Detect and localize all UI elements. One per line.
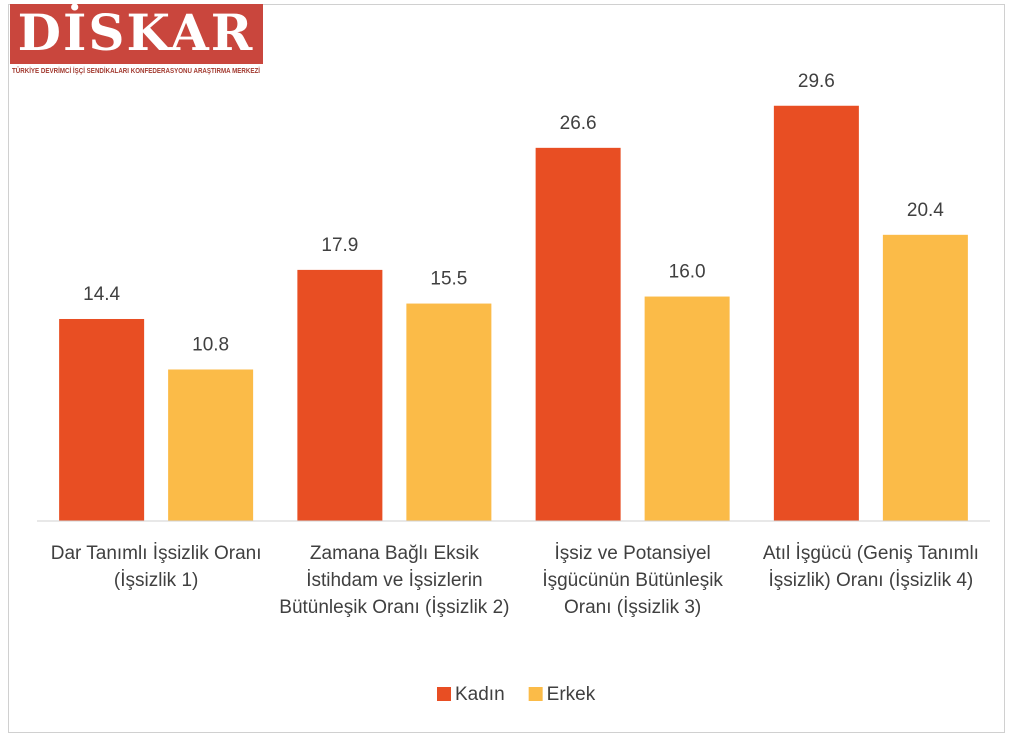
bar <box>644 296 730 521</box>
x-tick-label: Zamana Bağlı Eksik İstihdam ve İşsizleri… <box>279 543 510 618</box>
data-label: 14.4 <box>83 284 120 305</box>
legend-swatch <box>528 687 543 701</box>
data-label: 17.9 <box>321 235 358 256</box>
legend-swatch <box>437 687 451 701</box>
x-tick-label: Atıl İşgücü (Geniş Tanımlı İşsizlik) Ora… <box>762 543 979 591</box>
logo-name: DİSKAR <box>18 2 255 62</box>
logo-tagline: TÜRKİYE DEVRİMCİ İŞÇİ SENDİKALARI KONFED… <box>12 66 260 75</box>
data-label: 15.5 <box>430 269 467 290</box>
bar <box>297 269 383 521</box>
bar <box>882 234 968 521</box>
legend-label: Kadın <box>455 684 505 705</box>
bar <box>535 147 621 521</box>
bar <box>406 303 492 521</box>
bar <box>168 369 254 521</box>
x-tick-label: Dar Tanımlı İşsizlik Oranı (İşsizlik 1) <box>50 543 262 591</box>
data-label: 20.4 <box>907 200 944 221</box>
legend-label: Erkek <box>547 684 596 705</box>
bar <box>773 105 859 522</box>
data-label: 16.0 <box>669 262 706 283</box>
logo-box <box>10 4 263 64</box>
bar <box>59 318 145 521</box>
data-label: 29.6 <box>798 71 835 92</box>
data-label: 26.6 <box>560 113 597 134</box>
x-tick-label: İşsiz ve Potansiyel İşgücünün Bütünleşik… <box>542 543 723 618</box>
data-label: 10.8 <box>192 335 229 356</box>
